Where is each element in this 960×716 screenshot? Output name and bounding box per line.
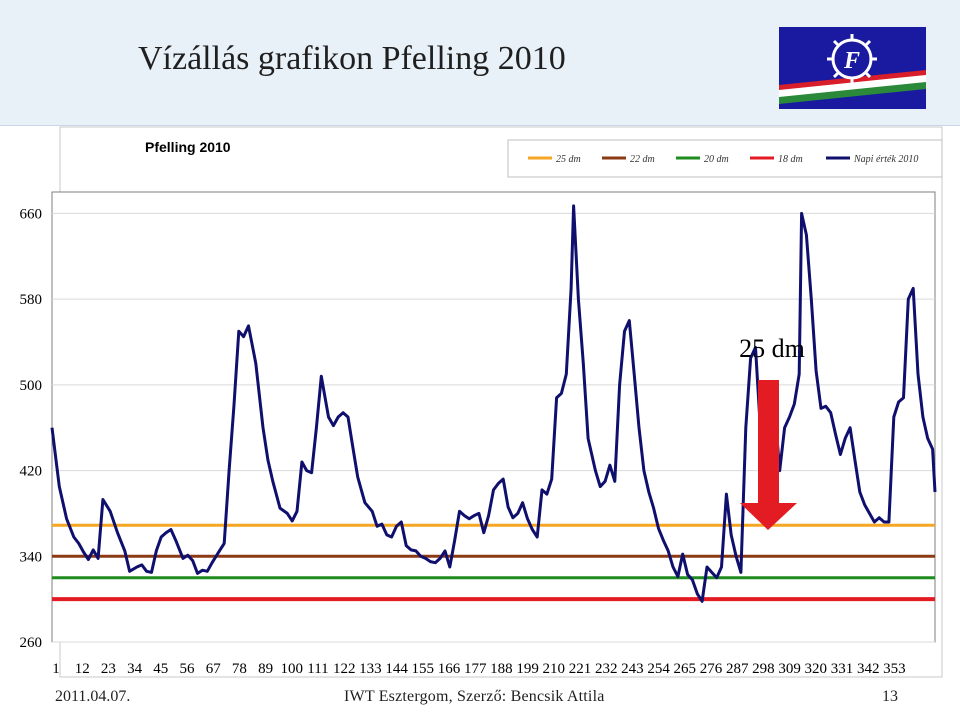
x-axis-ticks: 1 12 23 34 45 56 67 78 89 100 111 122 133 144 155 166 17… (52, 661, 905, 677)
footer-credit: IWT Esztergom, Szerző: Bencsik Attila (344, 688, 605, 705)
x-tick-label: 45 (153, 661, 168, 677)
plot-area (51, 191, 936, 643)
legend-label: 18 dm (778, 154, 803, 165)
x-tick-label: 309 (778, 661, 801, 677)
x-tick-label: 155 (412, 661, 435, 677)
x-tick-label: 12 (75, 661, 90, 677)
y-tick-label: 500 (20, 378, 43, 394)
x-tick-label: 221 (569, 661, 592, 677)
x-tick-label: 353 (883, 661, 906, 677)
y-tick-label: 260 (20, 635, 43, 651)
x-tick-label: 34 (127, 661, 143, 677)
water-level-chart: Pfelling 2010 25 dm 22 dm 20 dm 18 dm Napi é… (20, 126, 943, 678)
x-tick-label: 177 (464, 661, 487, 677)
x-tick-label: 56 (180, 661, 196, 677)
x-tick-label: 320 (805, 661, 828, 677)
y-tick-label: 580 (20, 292, 43, 308)
x-tick-label: 210 (543, 661, 566, 677)
x-tick-label: 298 (752, 661, 775, 677)
legend: 25 dm 22 dm 20 dm 18 dm Napi érték 2010 (528, 154, 918, 165)
x-tick-label: 122 (333, 661, 356, 677)
x-tick-label: 144 (385, 661, 408, 677)
x-tick-label: 166 (438, 661, 461, 677)
x-tick-label: 78 (232, 661, 247, 677)
legend-label: Napi érték 2010 (853, 154, 918, 165)
y-tick-label: 420 (20, 464, 43, 480)
arrow-indicator (740, 380, 797, 530)
legend-label: 22 dm (630, 154, 655, 165)
logo-letter: F (843, 48, 860, 74)
x-tick-label: 133 (359, 661, 382, 677)
x-tick-label: 111 (307, 661, 328, 677)
legend-label: 25 dm (556, 154, 581, 165)
annotation-label: 25 dm (739, 334, 805, 363)
x-tick-label: 89 (258, 661, 273, 677)
page-number: 13 (882, 688, 898, 705)
x-tick-label: 232 (595, 661, 618, 677)
legend-label: 20 dm (704, 154, 729, 165)
x-tick-label: 188 (490, 661, 513, 677)
x-tick-label: 23 (101, 661, 116, 677)
chart-title: Pfelling 2010 (145, 139, 231, 155)
x-tick-label: 100 (281, 661, 304, 677)
footer-date: 2011.04.07. (55, 688, 131, 705)
x-tick-label: 331 (831, 661, 854, 677)
y-axis-ticks: 260 340 420 500 580 660 (20, 206, 43, 651)
series-line-napi-ertek (50, 204, 937, 603)
reference-lines (52, 523, 935, 602)
x-tick-label: 1 (52, 661, 60, 677)
x-tick-label: 287 (726, 661, 749, 677)
x-tick-label: 276 (700, 661, 723, 677)
x-tick-label: 265 (674, 661, 697, 677)
slide-title: Vízállás grafikon Pfelling 2010 (138, 40, 566, 77)
y-tick-label: 340 (20, 549, 43, 565)
legend-box (507, 139, 943, 178)
company-logo: F (779, 27, 926, 109)
x-tick-label: 199 (516, 661, 539, 677)
y-tick-label: 660 (20, 206, 43, 222)
x-tick-label: 243 (621, 661, 644, 677)
x-tick-label: 254 (647, 661, 670, 677)
x-tick-label: 342 (857, 661, 880, 677)
x-tick-label: 67 (206, 661, 222, 677)
